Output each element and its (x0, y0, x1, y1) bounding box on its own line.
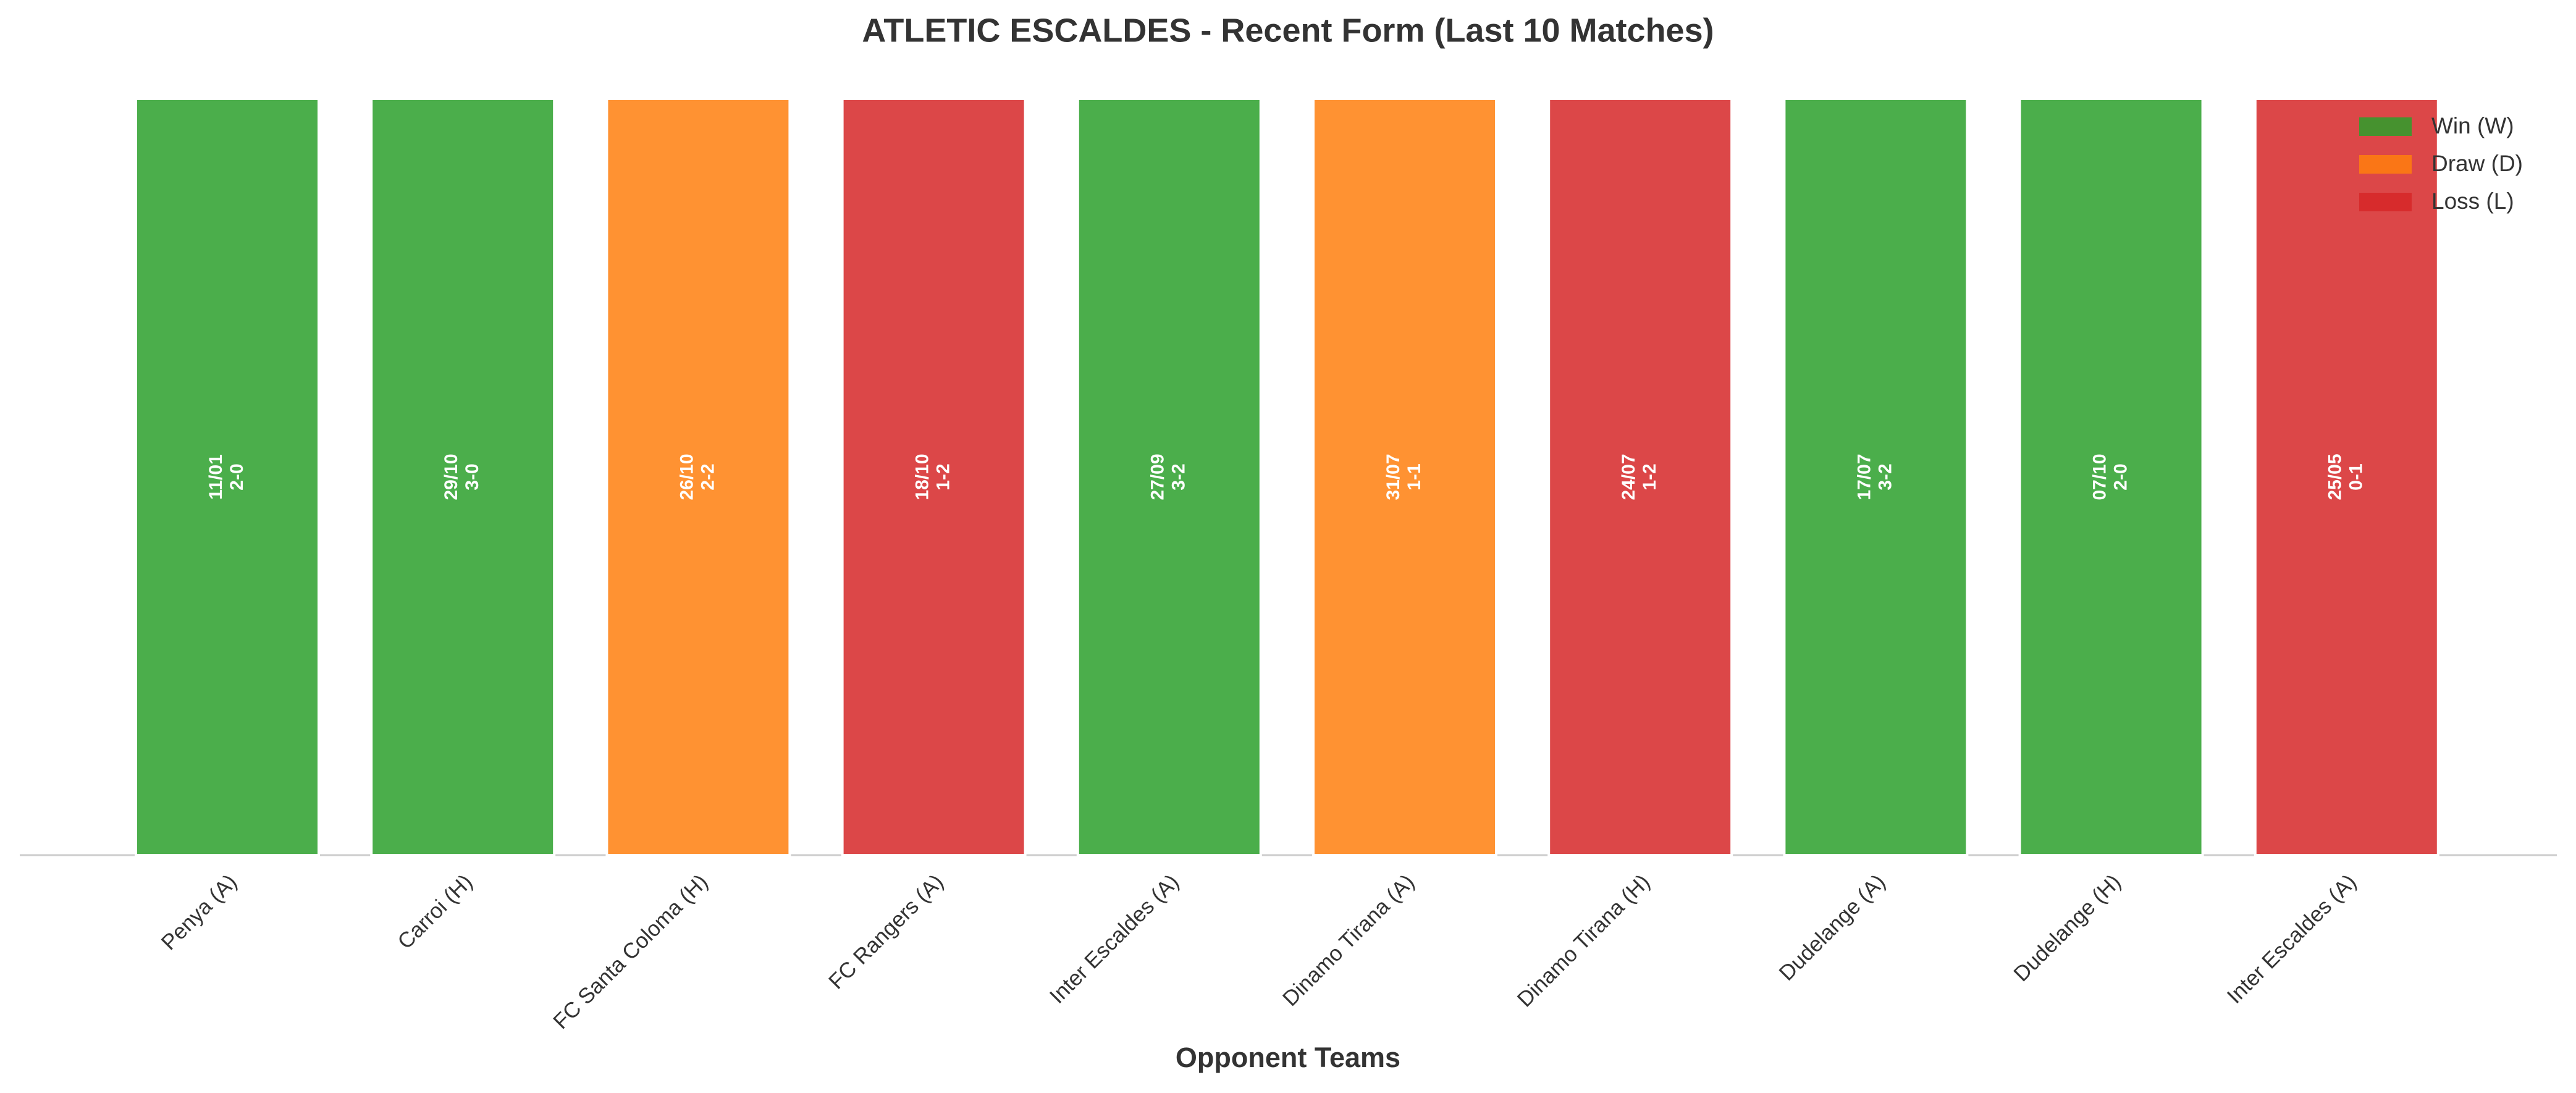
bar (1547, 98, 1733, 856)
bar-score-label: 1-2 (933, 463, 954, 490)
bar-score-label: 0-1 (2346, 463, 2367, 490)
bar-date-label: 18/10 (912, 454, 933, 500)
bar-date-label: 25/05 (2325, 454, 2346, 500)
bar-score-label: 1-1 (1404, 463, 1425, 490)
bar (370, 98, 556, 856)
bar-score-label: 2-2 (697, 463, 718, 490)
bar (1312, 98, 1497, 856)
x-axis-label: Opponent Teams (1176, 1042, 1400, 1073)
bar-date-label: 29/10 (441, 454, 461, 500)
bar-date-label: 24/07 (1618, 454, 1639, 500)
legend-swatch (2359, 193, 2412, 211)
chart-title: ATLETIC ESCALDES - Recent Form (Last 10 … (862, 12, 1714, 49)
bar-date-label: 27/09 (1148, 454, 1168, 500)
bar-date-label: 07/10 (2090, 454, 2110, 500)
bar-date-label: 17/07 (1854, 454, 1874, 500)
bar (841, 98, 1027, 856)
bar (135, 98, 320, 856)
legend-label: Win (W) (2431, 113, 2514, 138)
bar-date-label: 31/07 (1383, 454, 1404, 500)
legend-swatch (2359, 155, 2412, 174)
legend-swatch (2359, 117, 2412, 136)
bar-score-label: 2-0 (227, 463, 247, 490)
bar-score-label: 3-0 (462, 463, 482, 490)
legend-label: Loss (L) (2431, 188, 2514, 214)
bar-score-label: 3-2 (1875, 463, 1895, 490)
legend-label: Draw (D) (2431, 151, 2523, 176)
bar (1076, 98, 1262, 856)
bar-score-label: 2-0 (2111, 463, 2131, 490)
bar (1783, 98, 1969, 856)
bar-score-label: 1-2 (1639, 463, 1660, 490)
bar-score-label: 3-2 (1169, 463, 1189, 490)
bar-date-label: 11/01 (206, 454, 226, 499)
bar (2018, 98, 2204, 856)
bar-date-label: 26/10 (676, 454, 697, 500)
bar (605, 98, 791, 856)
bar (2254, 98, 2439, 856)
